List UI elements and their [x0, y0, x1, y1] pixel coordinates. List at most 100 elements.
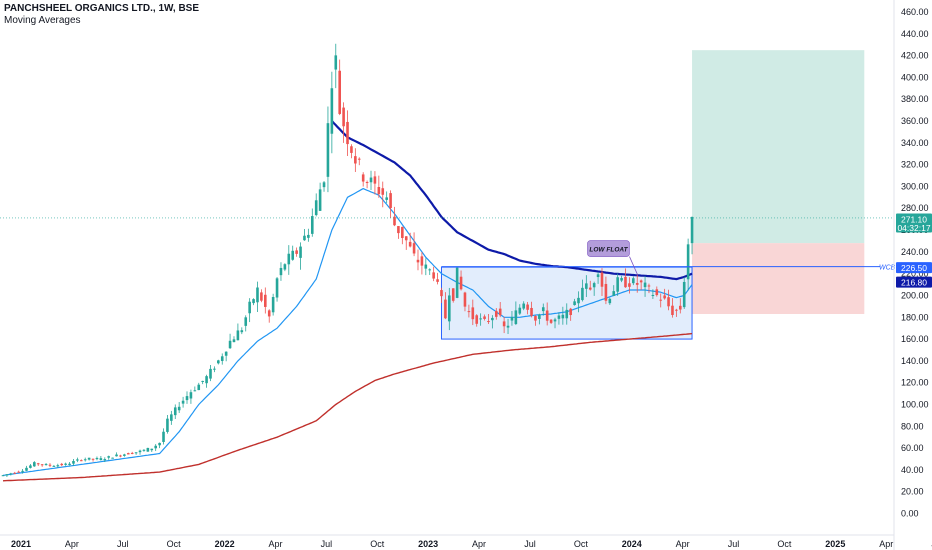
- candle[interactable]: [647, 283, 651, 294]
- candle[interactable]: [381, 181, 385, 208]
- candle[interactable]: [326, 106, 330, 193]
- candle[interactable]: [690, 216, 694, 255]
- candle[interactable]: [651, 289, 655, 299]
- wcb-price-tag[interactable]: [896, 262, 932, 274]
- candle[interactable]: [5, 474, 9, 478]
- candle[interactable]: [639, 279, 643, 290]
- candle[interactable]: [111, 457, 114, 459]
- candle[interactable]: [303, 229, 306, 241]
- candle[interactable]: [314, 193, 318, 217]
- candle[interactable]: [581, 279, 584, 302]
- candle[interactable]: [506, 318, 510, 334]
- candle[interactable]: [448, 287, 451, 331]
- candle[interactable]: [80, 459, 83, 462]
- candle[interactable]: [541, 303, 545, 316]
- candle[interactable]: [244, 315, 248, 332]
- candle[interactable]: [1, 475, 5, 477]
- candle[interactable]: [310, 208, 314, 237]
- candle[interactable]: [107, 455, 111, 460]
- candle[interactable]: [56, 463, 60, 468]
- candle[interactable]: [134, 452, 138, 455]
- candle[interactable]: [119, 454, 122, 458]
- candle[interactable]: [83, 457, 87, 462]
- candle[interactable]: [549, 319, 553, 324]
- candle[interactable]: [236, 323, 240, 341]
- candle[interactable]: [596, 272, 600, 284]
- candle[interactable]: [248, 298, 251, 323]
- candle[interactable]: [307, 228, 310, 242]
- candle[interactable]: [643, 276, 647, 297]
- candle[interactable]: [48, 463, 52, 468]
- candle[interactable]: [678, 298, 682, 314]
- candle[interactable]: [40, 464, 44, 467]
- candle[interactable]: [440, 287, 443, 304]
- candle[interactable]: [330, 71, 334, 154]
- candle[interactable]: [9, 472, 13, 476]
- candle[interactable]: [213, 366, 216, 373]
- candle[interactable]: [166, 414, 169, 434]
- candle[interactable]: [354, 148, 357, 172]
- candle[interactable]: [675, 308, 678, 317]
- candle[interactable]: [686, 238, 690, 291]
- candle[interactable]: [99, 455, 103, 461]
- candle[interactable]: [412, 232, 416, 257]
- candle[interactable]: [220, 353, 224, 365]
- candle[interactable]: [428, 268, 432, 275]
- candle[interactable]: [181, 396, 185, 408]
- candle[interactable]: [170, 410, 173, 425]
- candle[interactable]: [17, 470, 20, 473]
- candle[interactable]: [232, 336, 236, 343]
- candle[interactable]: [123, 453, 126, 457]
- candle[interactable]: [577, 291, 580, 313]
- candle[interactable]: [600, 268, 604, 297]
- candle[interactable]: [534, 315, 537, 326]
- candle[interactable]: [502, 316, 506, 334]
- candle[interactable]: [624, 268, 627, 288]
- candle[interactable]: [130, 451, 134, 455]
- candle[interactable]: [342, 102, 345, 143]
- candle[interactable]: [21, 469, 24, 474]
- candle[interactable]: [377, 175, 381, 198]
- candle[interactable]: [91, 458, 95, 462]
- candle[interactable]: [487, 314, 490, 325]
- candle[interactable]: [655, 286, 659, 297]
- candle[interactable]: [271, 293, 275, 316]
- candle[interactable]: [295, 247, 298, 257]
- candle[interactable]: [252, 298, 255, 306]
- candle[interactable]: [115, 452, 118, 457]
- candle[interactable]: [561, 306, 565, 325]
- candle[interactable]: [483, 314, 486, 321]
- candle[interactable]: [436, 272, 439, 285]
- candle[interactable]: [628, 277, 631, 294]
- candle[interactable]: [36, 462, 40, 467]
- candle[interactable]: [471, 299, 475, 326]
- candle[interactable]: [138, 449, 142, 455]
- candle[interactable]: [189, 389, 193, 404]
- candle[interactable]: [463, 291, 467, 312]
- candle[interactable]: [369, 170, 373, 190]
- candle[interactable]: [318, 182, 322, 211]
- candle[interactable]: [13, 471, 17, 474]
- candle[interactable]: [467, 304, 471, 318]
- candle[interactable]: [197, 382, 201, 391]
- candle[interactable]: [322, 180, 326, 192]
- candle[interactable]: [29, 463, 32, 469]
- candle[interactable]: [401, 226, 404, 245]
- candle[interactable]: [68, 462, 71, 466]
- candle[interactable]: [64, 462, 67, 466]
- candle[interactable]: [530, 301, 533, 318]
- candle[interactable]: [416, 249, 420, 271]
- candle[interactable]: [25, 465, 28, 472]
- candle[interactable]: [404, 236, 408, 250]
- candle[interactable]: [588, 280, 592, 291]
- candle[interactable]: [146, 447, 150, 452]
- candle[interactable]: [635, 274, 639, 293]
- candle[interactable]: [585, 275, 588, 298]
- candle[interactable]: [569, 307, 572, 321]
- candle[interactable]: [432, 266, 435, 282]
- candle[interactable]: [682, 277, 686, 309]
- candle[interactable]: [408, 232, 412, 248]
- ma-mid-line[interactable]: [331, 120, 693, 281]
- consolidation-box[interactable]: [440, 266, 693, 340]
